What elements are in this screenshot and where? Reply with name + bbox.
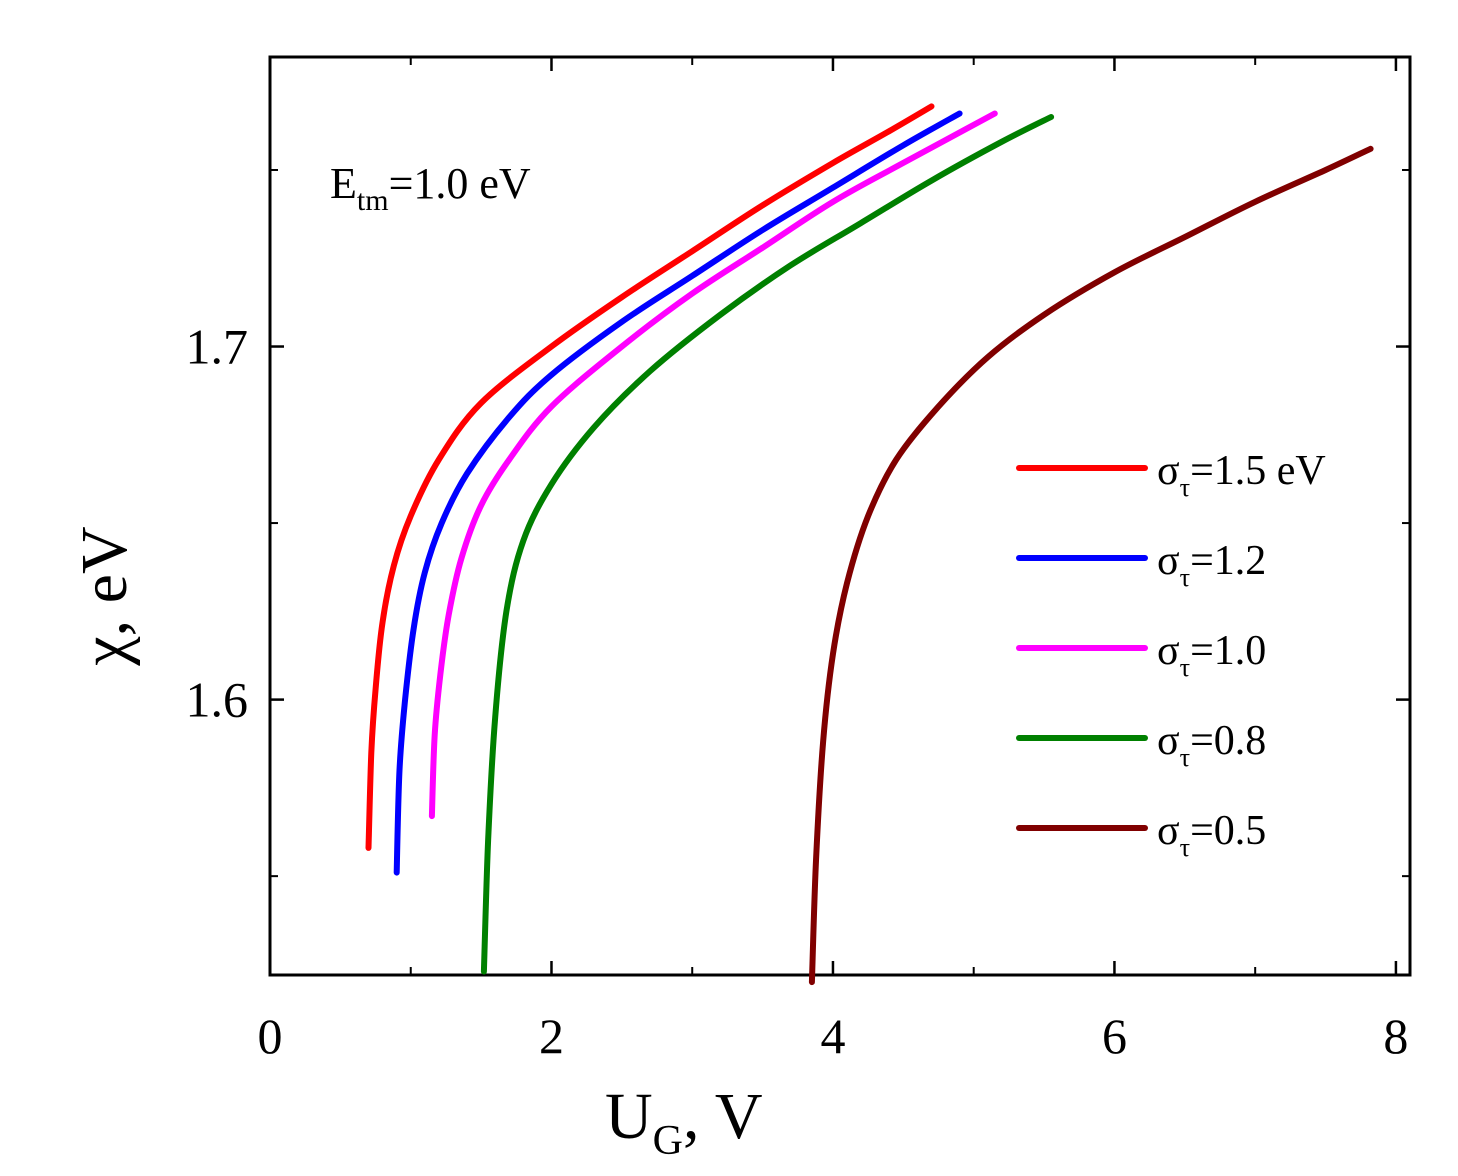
legend-label-1: στ=1.2: [1157, 538, 1266, 592]
annotation-sub: tm: [357, 184, 389, 217]
series-layer: [365, 103, 1374, 986]
y-tick-label: 1.7: [186, 319, 249, 375]
legend: στ=1.5 eV στ=1.2 στ=1.0 στ=0.8 στ=0.5: [1016, 448, 1326, 862]
legend-label-2: στ=1.0: [1157, 628, 1266, 682]
annotation-rest: =1.0 eV: [389, 159, 531, 208]
x-tick-label: 8: [1383, 1008, 1408, 1064]
x-axis-title-main: U: [605, 1080, 653, 1153]
series-line-3: [480, 114, 1055, 975]
y-axis-title: χ, eV: [68, 526, 141, 666]
tick-labels: 0 2 4 6 8 1.6 1.7: [186, 319, 1409, 1064]
legend-label-3: στ=0.8: [1157, 718, 1266, 772]
x-tick-label: 0: [258, 1008, 283, 1064]
series-line-4: [808, 145, 1374, 986]
annotation-main: E: [330, 159, 357, 208]
legend-label-0: στ=1.5 eV: [1157, 448, 1326, 502]
y-tick-label: 1.6: [186, 672, 249, 728]
x-axis-title-unit: , V: [683, 1080, 762, 1153]
x-tick-label: 4: [820, 1008, 845, 1064]
series-line-1: [393, 110, 963, 876]
x-axis-title-sub: G: [653, 1118, 683, 1164]
series-line-2: [428, 110, 998, 820]
ticks: [268, 57, 1410, 975]
legend-label-4: στ=0.5: [1157, 808, 1266, 862]
series-line-0: [365, 103, 935, 851]
x-tick-label: 6: [1102, 1008, 1127, 1064]
x-axis-title: UG, V: [605, 1080, 763, 1164]
plot-frame: [268, 55, 1412, 977]
x-tick-label: 2: [539, 1008, 564, 1064]
annotation: Etm=1.0 eV: [330, 159, 531, 217]
